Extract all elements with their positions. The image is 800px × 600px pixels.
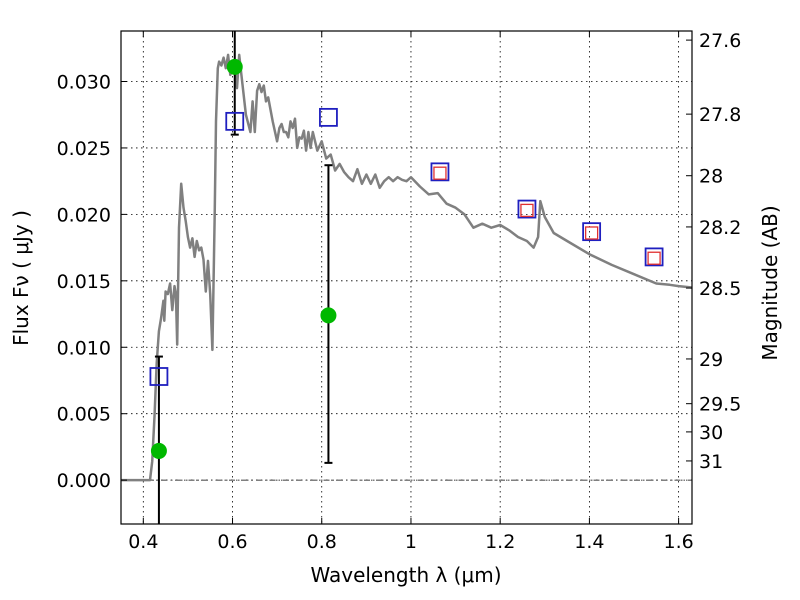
x-tick-label: 1: [405, 531, 417, 553]
y2-axis-title: Magnitude (AB): [758, 205, 782, 360]
y-tick-label: 0.010: [57, 337, 111, 359]
mag-tick-label: 28.5: [699, 278, 741, 300]
mag-tick-label: 28: [699, 166, 723, 188]
mag-tick-label: 29.5: [699, 394, 741, 416]
model-flux-small-square: [520, 203, 534, 218]
observed-flux-point: [320, 307, 337, 324]
axes: 0.4 0.6 0.8 1 1.2 1.4 1.6 0.000 0.005 0.010 0.015 0…: [57, 30, 742, 553]
model-flux-square: [149, 367, 169, 386]
model-flux-square: [644, 247, 664, 267]
observed-flux-point: [150, 442, 167, 459]
plot-frame: [120, 30, 693, 525]
mag-tick-label: 27.8: [699, 104, 741, 126]
model-flux-square: [517, 199, 537, 219]
y-tick-label: 0.005: [57, 404, 111, 426]
y-tick-label: 0.030: [57, 71, 111, 93]
mag-tick-label: 30: [699, 422, 723, 444]
model-flux-square: [319, 107, 338, 127]
x-tick-label: 0.6: [217, 531, 247, 553]
x-tick-label: 0.8: [307, 531, 337, 553]
sed-curve: [121, 53, 693, 482]
observed-flux-point: [226, 58, 243, 75]
model-flux-small-square: [584, 226, 599, 240]
x-tick-label: 1.6: [664, 531, 694, 553]
mag-tick-label: 28.2: [699, 217, 741, 239]
mag-tick-label: 27.6: [699, 30, 741, 52]
model-flux-small-square: [647, 251, 661, 265]
y-tick-label: 0.020: [57, 204, 111, 226]
x-tick-label: 1.4: [574, 531, 604, 553]
model-flux-square: [430, 162, 450, 182]
x-tick-label: 0.4: [128, 531, 158, 553]
model-flux-small-square: [433, 166, 447, 180]
mag-tick-label: 31: [699, 451, 723, 473]
y-axis-title: Flux Fν ( μJy ): [9, 210, 33, 346]
y-tick-label: 0.025: [57, 138, 111, 160]
series-layer: [121, 31, 693, 524]
y-tick-label: 0.000: [57, 470, 111, 492]
mag-tick-label: 29: [699, 349, 723, 371]
x-axis-title: Wavelength λ (μm): [310, 563, 501, 587]
x-tick-label: 1.2: [485, 531, 515, 553]
model-flux-square: [225, 111, 245, 131]
model-flux-square: [582, 222, 602, 242]
y-tick-label: 0.015: [57, 271, 111, 293]
